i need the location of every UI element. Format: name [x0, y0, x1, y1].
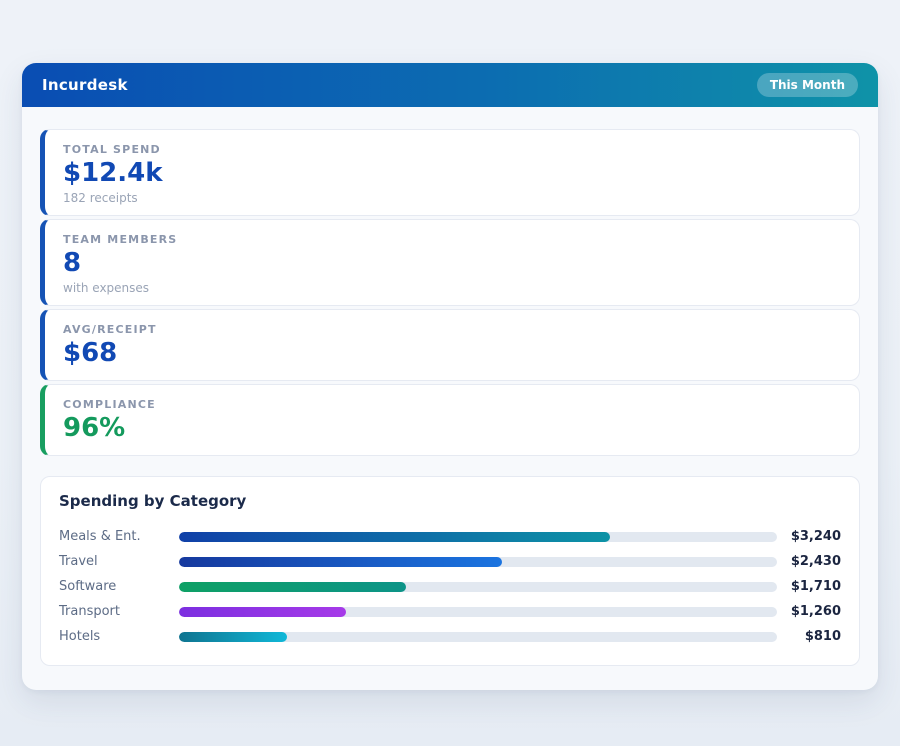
spending-by-category-panel: Spending by Category Meals & Ent. $3,240 T… — [40, 476, 860, 666]
category-bar-track — [179, 631, 777, 642]
category-row: Transport $1,260 — [59, 599, 841, 624]
incurdesk-dashboard-card: Incurdesk This Month TOTAL SPEND $12.4k … — [22, 63, 878, 690]
stat-label: TEAM MEMBERS — [63, 233, 178, 246]
category-row: Meals & Ent. $3,240 — [59, 524, 841, 549]
category-bar-fill — [179, 531, 610, 542]
stat-value: $68 — [63, 338, 118, 368]
period-toggle-button[interactable]: This Month — [756, 73, 858, 97]
category-bar-track — [179, 581, 777, 592]
stat-label: TOTAL SPEND — [63, 143, 161, 156]
category-label: Software — [59, 579, 117, 594]
category-bar-track — [179, 556, 777, 567]
category-label: Hotels — [59, 629, 101, 644]
category-value: $2,430 — [790, 554, 841, 569]
category-label: Travel — [59, 554, 98, 569]
stat-subtext: 182 receipts — [63, 190, 138, 205]
category-bar-track — [179, 531, 777, 542]
panel-title: Spending by Category — [59, 492, 247, 510]
app-title: Incurdesk — [42, 76, 128, 94]
stat-label: COMPLIANCE — [63, 398, 156, 411]
category-bar-fill — [179, 631, 287, 642]
category-row: Hotels $810 — [59, 624, 841, 649]
stat-card-avg-receipt: AVG/RECEIPT $68 — [40, 309, 860, 381]
stat-value: 96% — [63, 413, 126, 443]
category-value: $3,240 — [790, 529, 841, 544]
stat-card-total-spend: TOTAL SPEND $12.4k 182 receipts — [40, 129, 860, 216]
stat-card-team-members: TEAM MEMBERS 8 with expenses — [40, 219, 860, 306]
category-bar-fill — [179, 606, 347, 617]
stat-subtext: with expenses — [63, 280, 150, 295]
stat-label: AVG/RECEIPT — [63, 323, 157, 336]
dashboard-body: TOTAL SPEND $12.4k 182 receipts TEAM MEM… — [22, 107, 878, 690]
stat-value: $12.4k — [63, 158, 163, 188]
stat-card-compliance: COMPLIANCE 96% — [40, 384, 860, 456]
category-value: $1,710 — [790, 579, 841, 594]
category-label: Meals & Ent. — [59, 529, 141, 544]
category-row: Software $1,710 — [59, 574, 841, 599]
app-header: Incurdesk This Month — [22, 63, 878, 107]
category-bar-fill — [179, 556, 502, 567]
category-bar-track — [179, 606, 777, 617]
category-row: Travel $2,430 — [59, 549, 841, 574]
stat-value: 8 — [63, 248, 82, 278]
category-bar-list: Meals & Ent. $3,240 Travel $2,430 Software $1… — [59, 524, 841, 649]
category-label: Transport — [59, 604, 121, 619]
category-value: $1,260 — [790, 604, 841, 619]
category-value: $810 — [804, 629, 841, 644]
category-bar-fill — [179, 581, 407, 592]
